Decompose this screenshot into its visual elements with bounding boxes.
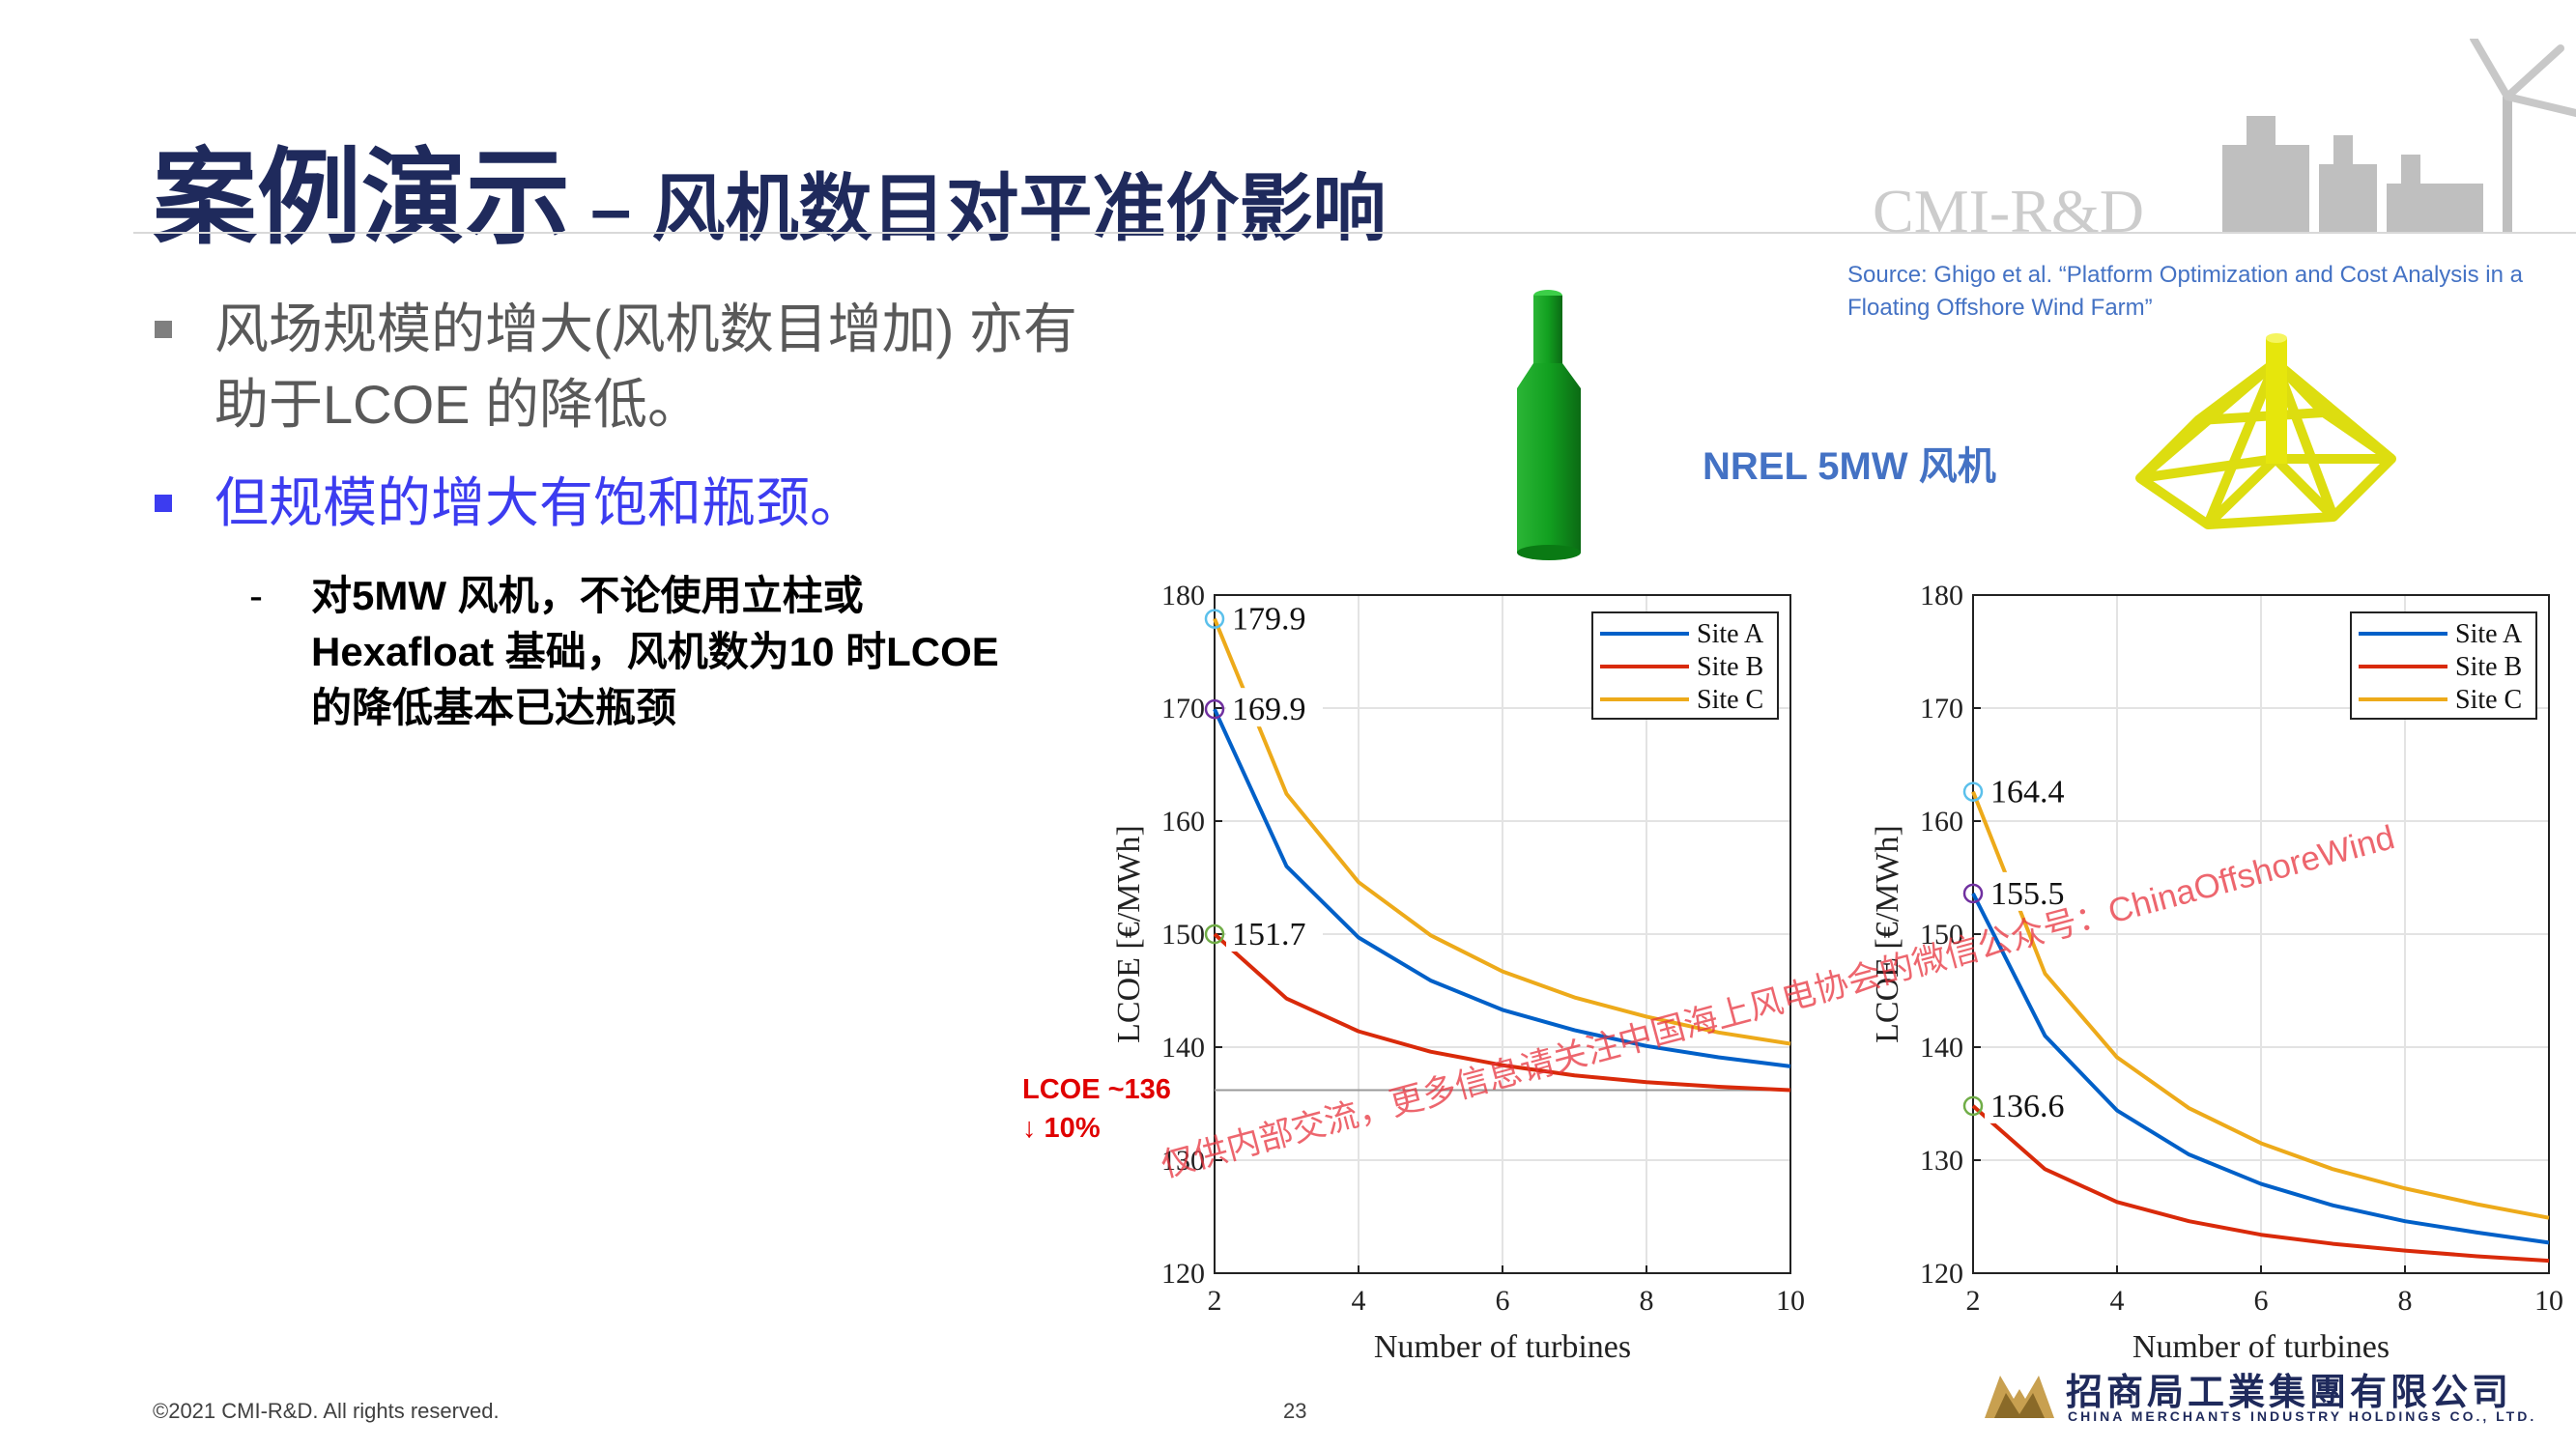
y-tick-label: 160 bbox=[1161, 806, 1205, 838]
title-dash: – bbox=[570, 168, 652, 250]
series-line-site-a bbox=[1971, 892, 2550, 1245]
legend-label: Site C bbox=[1697, 685, 1763, 715]
x-tick-label: 4 bbox=[2110, 1285, 2125, 1317]
sub-bullet-text: 对5MW 风机，不论使用立柱或Hexafloat 基础，风机数为10 时LCOE… bbox=[311, 573, 999, 730]
y-tick-label: 140 bbox=[1161, 1032, 1205, 1064]
company-name-en: CHINA MERCHANTS INDUSTRY HOLDINGS CO., L… bbox=[2068, 1408, 2537, 1424]
legend-label: Site A bbox=[2455, 619, 2523, 649]
data-label: 179.9 bbox=[1232, 602, 1306, 638]
lcoe-note: LCOE ~136 ↓ 10% bbox=[1022, 1070, 1171, 1148]
data-label-bg bbox=[1226, 688, 1323, 727]
x-tick-label: 8 bbox=[1640, 1285, 1654, 1317]
series-line-site-a bbox=[1213, 708, 1791, 1068]
y-axis-label: LCOE [€/MWh] bbox=[1870, 825, 1905, 1043]
x-tick-label: 8 bbox=[2398, 1285, 2413, 1317]
title-sub: 风机数目对平准价影响 bbox=[651, 168, 1387, 250]
data-label: 151.7 bbox=[1232, 917, 1306, 952]
bullet-marker bbox=[155, 495, 172, 512]
y-tick-label: 120 bbox=[1161, 1258, 1205, 1290]
title-main: 案例演示 bbox=[153, 139, 571, 256]
hexafloat-platform-illustration bbox=[2135, 333, 2396, 529]
series-line-site-b bbox=[1971, 1104, 2550, 1264]
y-tick-label: 120 bbox=[1920, 1258, 1963, 1290]
y-tick-label: 170 bbox=[1920, 693, 1963, 724]
data-label-bg bbox=[1985, 871, 2081, 911]
data-label: 136.6 bbox=[1990, 1089, 2065, 1124]
legend-label: Site B bbox=[1697, 652, 1763, 682]
data-label-bg bbox=[1226, 597, 1323, 637]
x-tick-label: 2 bbox=[1966, 1285, 1981, 1317]
y-tick-label: 150 bbox=[1161, 919, 1205, 951]
y-tick-label: 150 bbox=[1920, 919, 1963, 951]
data-point-marker bbox=[1204, 923, 1225, 945]
y-tick-label: 180 bbox=[1161, 580, 1205, 611]
bullet-marker bbox=[155, 321, 172, 338]
data-label: 164.4 bbox=[1990, 775, 2065, 810]
sub-bullet-dash: - bbox=[249, 573, 263, 618]
series-line-site-c bbox=[1213, 617, 1791, 1046]
y-tick-label: 130 bbox=[1920, 1145, 1963, 1177]
x-tick-label: 10 bbox=[1776, 1285, 1805, 1317]
data-label: 169.9 bbox=[1232, 692, 1306, 727]
page-number: 23 bbox=[1283, 1399, 1307, 1423]
data-point-marker bbox=[1962, 781, 1984, 802]
data-point-marker bbox=[1962, 883, 1984, 904]
data-label-bg bbox=[1985, 1084, 2081, 1123]
y-tick-label: 130 bbox=[1161, 1145, 1205, 1177]
x-axis-label: Number of turbines bbox=[1374, 1329, 1631, 1365]
sub-bullet: - 对5MW 风机，不论使用立柱或Hexafloat 基础，风机数为10 时LC… bbox=[249, 568, 1042, 736]
x-tick-label: 2 bbox=[1208, 1285, 1222, 1317]
y-axis-label: LCOE [€/MWh] bbox=[1111, 825, 1147, 1043]
data-point-marker bbox=[1204, 609, 1225, 629]
chart-hexafloat: 2 4 6 8 10 120 130 140 150 160 170 180 Number of tur… bbox=[1870, 580, 2563, 1365]
series-line-site-c bbox=[1971, 790, 2550, 1220]
lcoe-note-drop: ↓ 10% bbox=[1022, 1113, 1101, 1144]
logo-text: CMI-R&D bbox=[1873, 177, 2144, 242]
bullet-saturation-text: 但规模的增大有饱和瓶颈。 bbox=[215, 472, 864, 533]
data-point-marker bbox=[1204, 698, 1225, 720]
title-divider bbox=[133, 232, 2576, 234]
slide-title: 案例演示 – 风机数目对平准价影响 bbox=[153, 114, 1387, 265]
y-tick-label: 180 bbox=[1920, 580, 1963, 611]
y-tick-label: 160 bbox=[1920, 806, 1963, 838]
cmi-rd-logo: CMI-R&D bbox=[1873, 39, 2576, 242]
x-tick-label: 6 bbox=[2254, 1285, 2269, 1317]
spar-platform-illustration bbox=[1517, 290, 1581, 560]
y-tick-label: 140 bbox=[1920, 1032, 1963, 1064]
legend-label: Site C bbox=[2455, 685, 2522, 715]
bullet-scale-text: 风场规模的增大(风机数目增加) 亦有助于LCOE 的降低。 bbox=[215, 298, 1077, 435]
x-axis-label: Number of turbines bbox=[2132, 1329, 2390, 1365]
y-tick-label: 170 bbox=[1161, 693, 1205, 724]
series-line-site-b bbox=[1213, 932, 1791, 1093]
source-citation: Source: Ghigo et al. “Platform Optimizat… bbox=[1847, 262, 2523, 321]
x-tick-label: 4 bbox=[1352, 1285, 1366, 1317]
x-tick-label: 10 bbox=[2534, 1285, 2563, 1317]
company-name-cn: 招商局工業集團有限公司 bbox=[2066, 1370, 2513, 1413]
lcoe-note-value: LCOE ~136 bbox=[1022, 1074, 1171, 1105]
x-tick-label: 6 bbox=[1496, 1285, 1510, 1317]
company-emblem-icon bbox=[1985, 1376, 2054, 1418]
data-label-bg bbox=[1226, 913, 1323, 952]
legend-label: Site A bbox=[1697, 619, 1764, 649]
data-label-bg bbox=[1985, 770, 2081, 810]
data-label: 155.5 bbox=[1990, 876, 2065, 912]
chart-spar: 2 4 6 8 10 120 130 140 150 160 170 180 Number of tur… bbox=[1111, 580, 1805, 1365]
legend-label: Site B bbox=[2455, 652, 2522, 682]
bullet-scale: 风场规模的增大(风机数目增加) 亦有助于LCOE 的降低。 bbox=[155, 292, 1082, 442]
data-point-marker bbox=[1962, 1095, 1984, 1117]
footer-copyright: ©2021 CMI-R&D. All rights reserved. bbox=[153, 1399, 500, 1423]
bullet-saturation: 但规模的增大有饱和瓶颈。 bbox=[155, 466, 1082, 541]
turbine-label: NREL 5MW 风机 bbox=[1703, 445, 1996, 488]
